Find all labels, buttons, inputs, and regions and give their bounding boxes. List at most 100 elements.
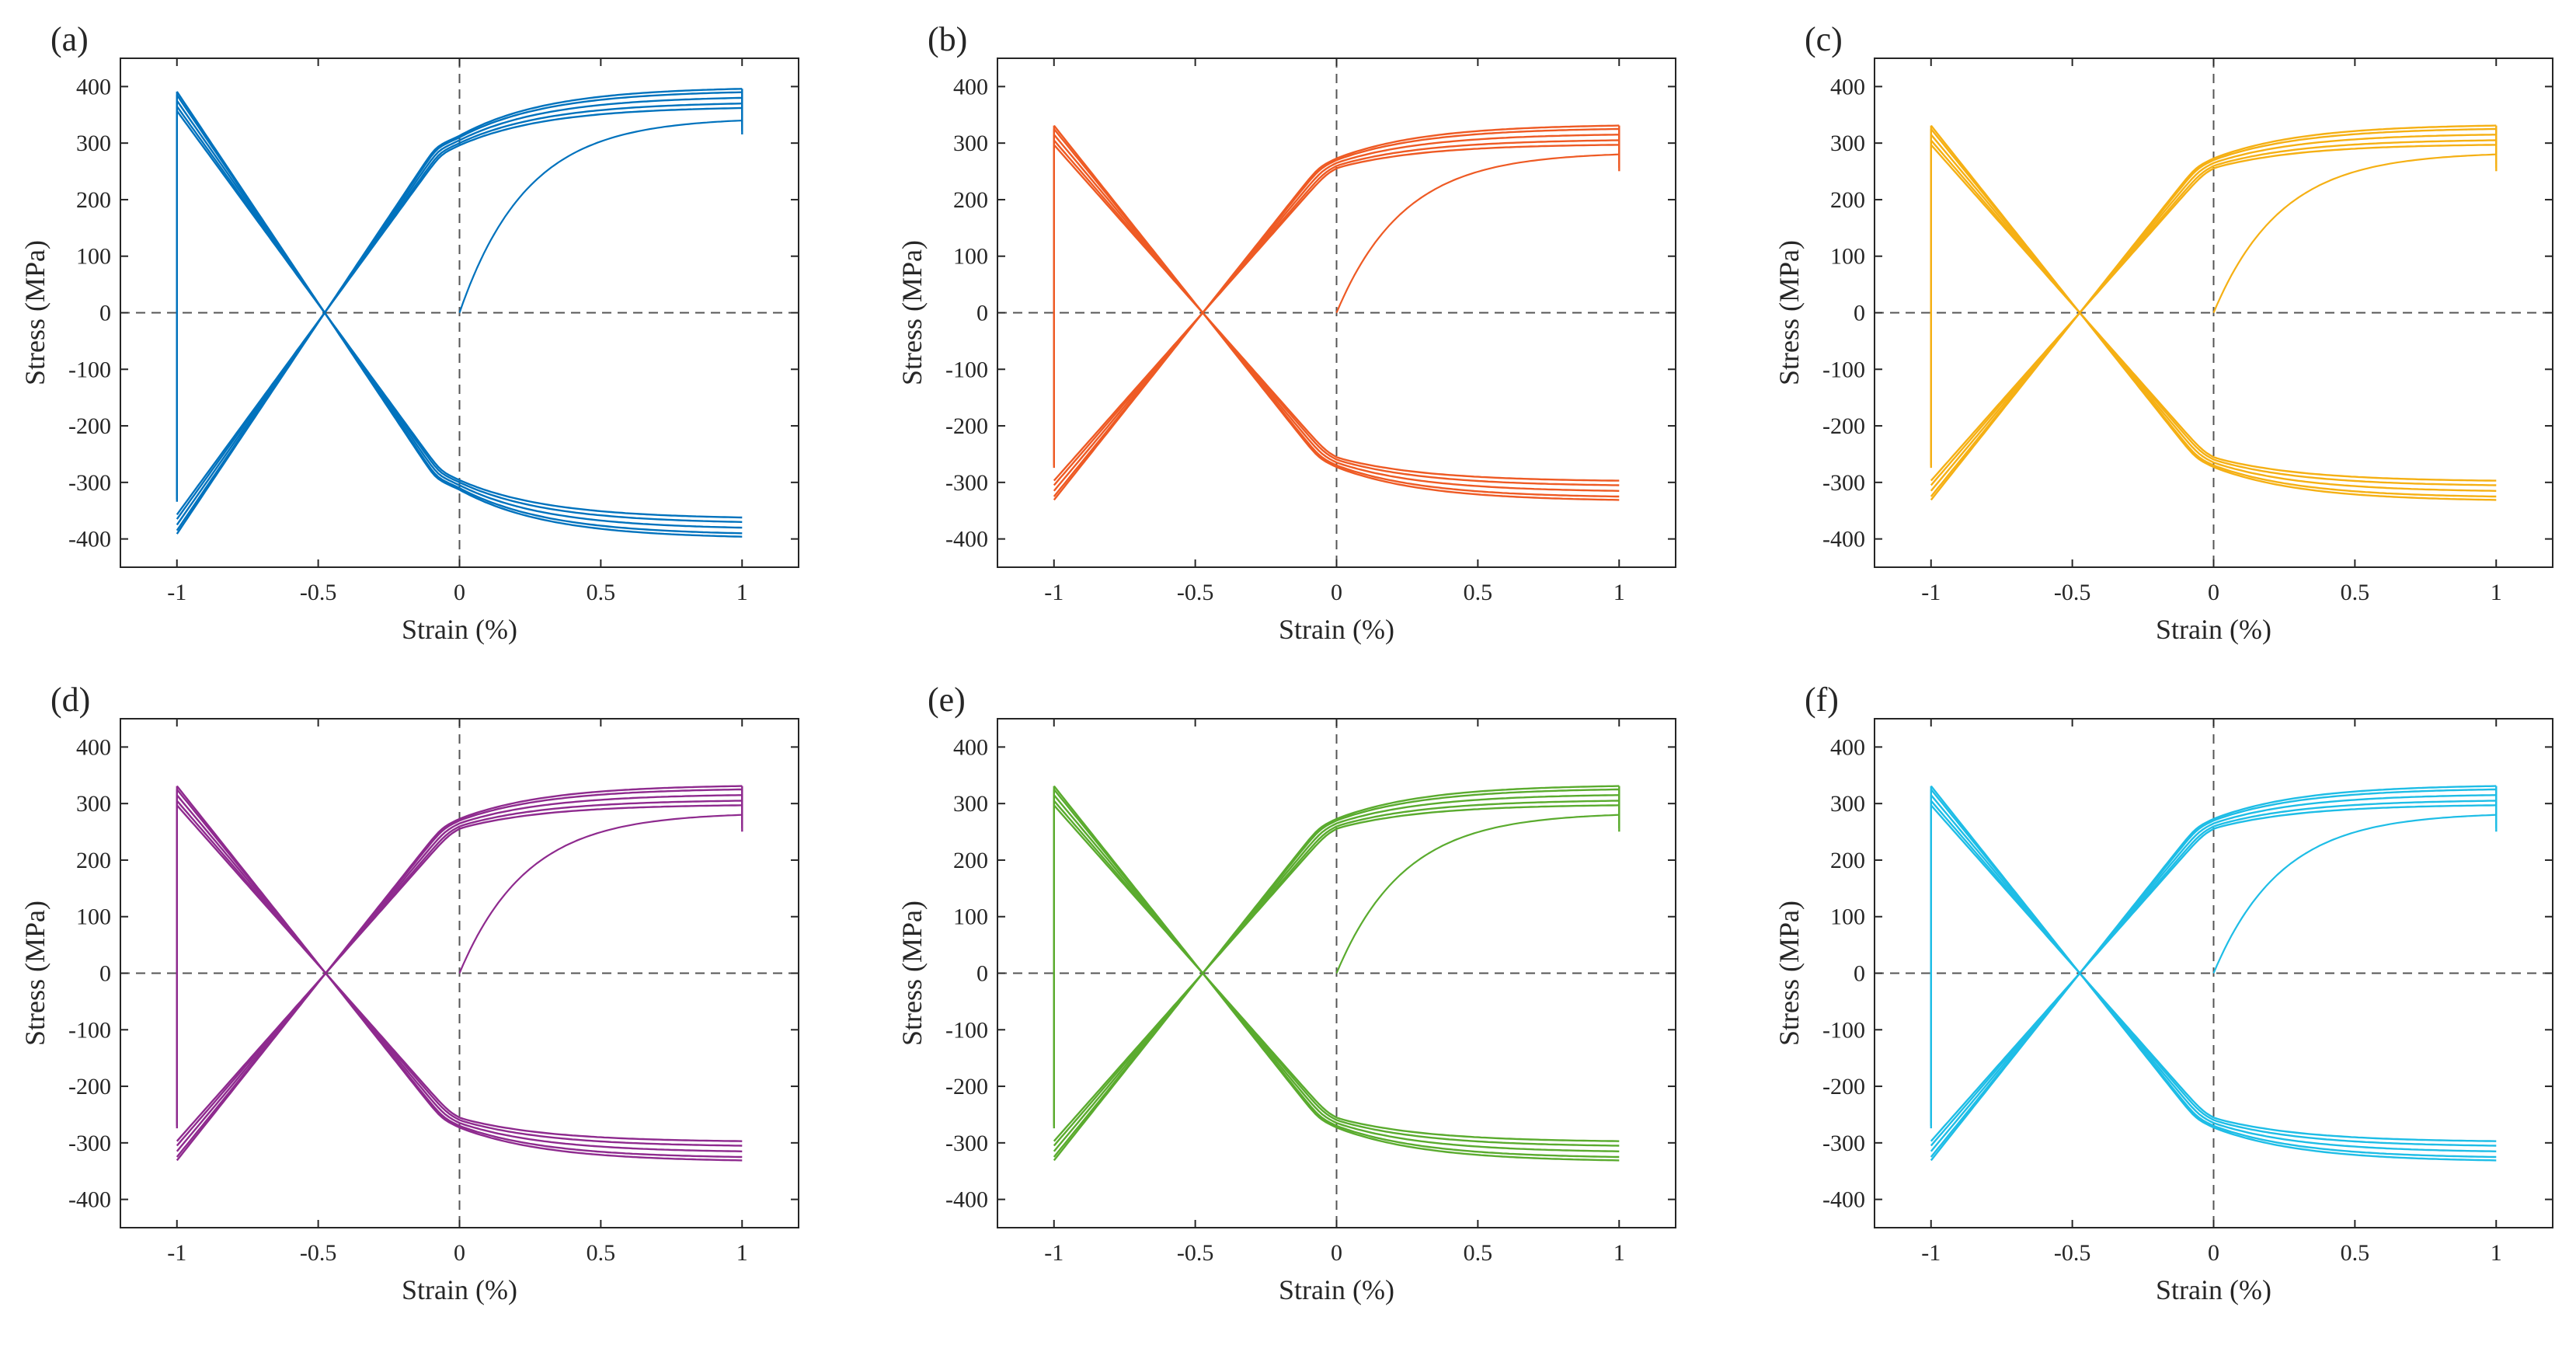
- y-tick-label: -300: [945, 470, 988, 496]
- hysteresis-loop-branch: [1930, 804, 2497, 1142]
- x-tick-label: 0: [2208, 1240, 2219, 1266]
- hysteresis-loop-branch: [1053, 794, 1620, 1152]
- y-tick-label: -100: [1822, 357, 1865, 382]
- x-axis-label: Strain (%): [402, 614, 517, 645]
- hysteresis-loop-branch: [1053, 144, 1620, 482]
- y-tick-label: -400: [945, 1187, 988, 1213]
- hysteresis-loop-branch: [1930, 144, 2497, 482]
- hysteresis-loop-branch: [1930, 794, 2497, 1152]
- y-tick-label: -200: [68, 413, 111, 439]
- y-tick-label: -100: [945, 357, 988, 382]
- y-tick-label: 100: [953, 904, 988, 930]
- y-tick-label: 100: [76, 244, 111, 270]
- initial-loading-curve: [1335, 153, 1620, 313]
- y-tick-label: -100: [68, 1017, 111, 1043]
- x-tick-label: -0.5: [2054, 580, 2091, 605]
- hysteresis-loop-branch: [1930, 800, 2497, 1147]
- chart-panel-f: -1 -0.5 0 0.5 1 -400 -300 -200 -100 0 100 200 300 400…: [1774, 681, 2553, 1305]
- hysteresis-loop-branch: [1053, 139, 1620, 486]
- y-tick-label: -400: [945, 527, 988, 552]
- y-tick-label: 100: [1830, 904, 1865, 930]
- hysteresis-loop-branch: [176, 96, 743, 526]
- hysteresis-loop-branch: [176, 794, 743, 1152]
- hysteresis-loop-branch: [1930, 794, 2497, 1152]
- x-tick-label: -0.5: [2054, 1240, 2091, 1266]
- y-tick-label: 0: [1854, 301, 1865, 326]
- panel-label: (f): [1805, 681, 1839, 719]
- y-tick-label: 300: [953, 131, 988, 156]
- y-tick-label: 300: [953, 791, 988, 817]
- y-tick-label: 300: [1830, 791, 1865, 817]
- hysteresis-loop-branch: [176, 804, 743, 1142]
- hysteresis-loop-branch: [1930, 800, 2497, 1147]
- y-tick-label: -200: [945, 1074, 988, 1099]
- hysteresis-loop-branch: [176, 99, 743, 529]
- hysteresis-curves: [176, 785, 743, 1162]
- initial-loading-curve: [1335, 814, 1620, 974]
- x-tick-label: -0.5: [1177, 580, 1214, 605]
- y-tick-label: 0: [99, 961, 111, 987]
- x-tick-label: 0: [1331, 580, 1342, 605]
- y-axis-label: Stress (MPa): [896, 240, 928, 385]
- hysteresis-loop-branch: [176, 88, 743, 535]
- initial-loading-curve: [2212, 153, 2497, 313]
- x-tick-label: 0.5: [2341, 580, 2370, 605]
- hysteresis-loop-branch: [1930, 785, 2497, 1162]
- y-axis-label: Stress (MPa): [19, 901, 50, 1046]
- panel-label: (e): [928, 681, 966, 719]
- y-tick-label: 400: [76, 74, 111, 99]
- chart-panel-a: -1 -0.5 0 0.5 1 -400 -300 -200 -100 0 100 200 300 400…: [19, 20, 799, 645]
- y-tick-label: -200: [1822, 1074, 1865, 1099]
- x-axis-label: Strain (%): [2156, 1274, 2271, 1305]
- x-tick-label: 0.5: [2341, 1240, 2370, 1266]
- hysteresis-curves: [1930, 124, 2498, 501]
- y-tick-label: 200: [76, 848, 111, 873]
- hysteresis-loop-branch: [176, 110, 743, 519]
- x-tick-label: -1: [1921, 580, 1941, 605]
- hysteresis-loop-branch: [1930, 134, 2497, 492]
- y-tick-label: -200: [1822, 413, 1865, 439]
- y-tick-label: -400: [1822, 1187, 1865, 1213]
- x-tick-label: -1: [167, 580, 186, 605]
- hysteresis-loop-branch: [1930, 139, 2497, 486]
- x-tick-label: 0.5: [1464, 1240, 1493, 1266]
- y-tick-label: -200: [945, 413, 988, 439]
- y-tick-label: 200: [1830, 187, 1865, 213]
- initial-loading-curve: [2212, 814, 2497, 974]
- y-tick-label: 100: [76, 904, 111, 930]
- y-tick-label: 100: [1830, 244, 1865, 270]
- x-tick-label: 1: [2491, 1240, 2502, 1266]
- x-tick-label: -1: [1044, 1240, 1063, 1266]
- chart-panel-c: -1 -0.5 0 0.5 1 -400 -300 -200 -100 0 100 200 300 400…: [1774, 20, 2553, 645]
- y-tick-label: 0: [976, 961, 988, 987]
- chart-panel-d: -1 -0.5 0 0.5 1 -400 -300 -200 -100 0 100 200 300 400…: [19, 681, 799, 1305]
- hysteresis-curves: [1053, 124, 1620, 501]
- y-tick-label: 0: [99, 301, 111, 326]
- initial-loading-curve: [458, 814, 743, 974]
- hysteresis-loop-branch: [1053, 785, 1620, 1162]
- x-tick-label: 0: [454, 1240, 465, 1266]
- hysteresis-loop-branch: [1930, 124, 2497, 501]
- y-tick-label: 0: [976, 301, 988, 326]
- hysteresis-loop-branch: [1930, 139, 2497, 486]
- y-tick-label: -200: [68, 1074, 111, 1099]
- hysteresis-loop-branch: [1053, 804, 1620, 1142]
- y-tick-label: -400: [68, 527, 111, 552]
- hysteresis-curves: [1053, 785, 1620, 1162]
- y-tick-label: 0: [1854, 961, 1865, 987]
- x-tick-label: -0.5: [300, 1240, 337, 1266]
- y-tick-label: 400: [76, 734, 111, 760]
- y-tick-label: 200: [76, 187, 111, 213]
- y-axis-label: Stress (MPa): [1774, 240, 1805, 385]
- x-axis-label: Strain (%): [402, 1274, 517, 1305]
- hysteresis-loop-branch: [176, 91, 743, 538]
- hysteresis-loop-branch: [176, 800, 743, 1147]
- hysteresis-loop-branch: [176, 106, 743, 516]
- hysteresis-loop-branch: [1053, 124, 1620, 501]
- x-tick-label: 1: [736, 1240, 748, 1266]
- y-tick-label: -100: [945, 1017, 988, 1043]
- y-tick-label: 300: [76, 131, 111, 156]
- x-axis-label: Strain (%): [1279, 614, 1394, 645]
- y-tick-label: 400: [1830, 734, 1865, 760]
- x-tick-label: 0.5: [1464, 580, 1493, 605]
